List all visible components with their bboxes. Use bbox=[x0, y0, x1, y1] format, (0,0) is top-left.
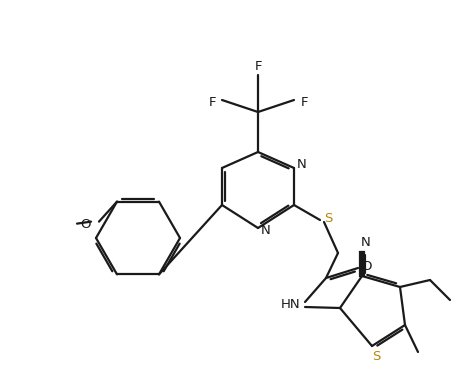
Text: F: F bbox=[254, 61, 262, 73]
Text: F: F bbox=[208, 96, 216, 109]
Text: N: N bbox=[361, 237, 371, 250]
Text: N: N bbox=[261, 224, 271, 238]
Text: HN: HN bbox=[281, 299, 301, 311]
Text: F: F bbox=[300, 96, 308, 109]
Text: O: O bbox=[362, 259, 372, 273]
Text: S: S bbox=[324, 211, 332, 224]
Text: S: S bbox=[372, 350, 380, 362]
Text: O: O bbox=[80, 218, 90, 231]
Text: N: N bbox=[297, 159, 307, 171]
